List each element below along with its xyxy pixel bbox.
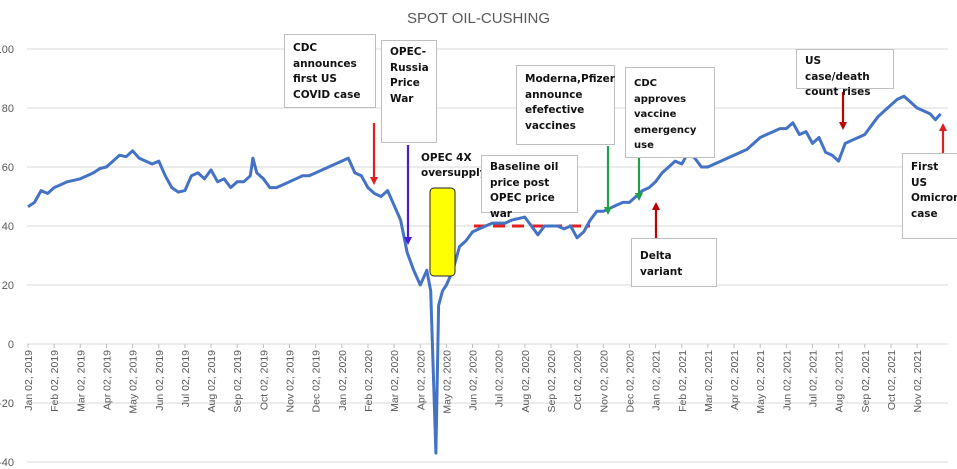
y-tick-label: -40 bbox=[0, 457, 14, 469]
annotation-arrows bbox=[370, 92, 947, 245]
x-tick-label: May 02, 2019 bbox=[128, 350, 140, 414]
x-tick-label: Apr 02, 2019 bbox=[101, 350, 113, 410]
annotation-cdc-vaccine: CDC approves vaccine emergency use bbox=[625, 67, 715, 158]
arrow-head-icon bbox=[404, 237, 412, 245]
x-tick-label: Jul 02, 2020 bbox=[494, 350, 506, 407]
x-tick-label: Nov 02, 2019 bbox=[285, 350, 297, 413]
x-tick-label: Jul 02, 2019 bbox=[180, 350, 192, 407]
x-tick-label: Sep 02, 2020 bbox=[546, 350, 558, 413]
x-tick-label: Jan 02, 2019 bbox=[23, 350, 35, 411]
x-tick-label: Apr 02, 2021 bbox=[729, 350, 741, 410]
x-tick-label: Oct 02, 2020 bbox=[572, 350, 584, 410]
annotation-delta: Delta variant bbox=[631, 238, 717, 287]
x-tick-label: Jan 02, 2020 bbox=[337, 350, 349, 411]
x-tick-label: Aug 02, 2020 bbox=[520, 350, 532, 413]
x-tick-label: Nov 02, 2020 bbox=[598, 350, 610, 413]
x-tick-label: Oct 02, 2019 bbox=[258, 350, 270, 410]
x-tick-label: Apr 02, 2020 bbox=[415, 350, 427, 410]
oversupply-highlight bbox=[429, 187, 456, 277]
x-tick-label: Jan 02, 2021 bbox=[651, 350, 663, 411]
x-tick-label: May 02, 2021 bbox=[755, 350, 767, 414]
arrow-head-icon bbox=[652, 202, 660, 210]
x-axis: Jan 02, 2019 Feb 02, 2019 Mar 02, 2019 Apr … bbox=[23, 344, 924, 414]
arrow-head-icon bbox=[839, 122, 847, 130]
arrow-head-icon bbox=[939, 123, 947, 131]
annotation-cdc-first-case: CDC announces first US COVID case bbox=[284, 34, 376, 108]
y-tick-label: 80 bbox=[2, 103, 14, 115]
arrow-head-icon bbox=[635, 193, 643, 201]
x-tick-label: Feb 02, 2021 bbox=[677, 350, 689, 412]
y-tick-label: 20 bbox=[2, 280, 14, 292]
x-tick-label: Sep 02, 2021 bbox=[860, 350, 872, 413]
x-tick-label: Oct 02, 2021 bbox=[886, 350, 898, 410]
x-tick-label: Dec 02, 2019 bbox=[311, 350, 323, 413]
x-tick-label: Jul 02, 2021 bbox=[808, 350, 820, 407]
x-tick-label: Mar 02, 2019 bbox=[75, 350, 87, 412]
x-tick-label: May 02, 2020 bbox=[441, 350, 453, 414]
y-axis: -40 -20 0 20 40 60 80 100 bbox=[0, 44, 14, 469]
series-line-spot-oil bbox=[27, 94, 942, 455]
x-tick-label: Jun 02, 2019 bbox=[154, 350, 166, 411]
y-tick-label: 0 bbox=[8, 339, 14, 351]
x-tick-label: Aug 02, 2019 bbox=[206, 350, 218, 413]
chart-title: SPOT OIL-CUSHING bbox=[406, 10, 551, 27]
x-tick-label: Dec 02, 2020 bbox=[624, 350, 636, 413]
annotation-omicron: First US Omicron case bbox=[902, 153, 957, 239]
annotation-moderna-pfizer: Moderna,Pfizer announce efefective vacci… bbox=[516, 65, 615, 145]
y-tick-label: -20 bbox=[0, 398, 14, 410]
x-tick-label: Feb 02, 2020 bbox=[363, 350, 375, 412]
x-tick-label: Mar 02, 2020 bbox=[389, 350, 401, 412]
y-tick-label: 100 bbox=[0, 44, 14, 56]
arrow-head-icon bbox=[604, 207, 612, 215]
x-tick-label: Mar 02, 2021 bbox=[703, 350, 715, 412]
x-tick-label: Feb 02, 2019 bbox=[49, 350, 61, 412]
arrow-head-icon bbox=[370, 177, 378, 185]
annotation-opec-oversupply: OPEC 4X oversupply bbox=[421, 152, 487, 179]
x-tick-label: Nov 02, 2021 bbox=[912, 350, 924, 413]
y-tick-label: 60 bbox=[2, 162, 14, 174]
x-tick-label: Sep 02, 2019 bbox=[232, 350, 244, 413]
x-tick-label: Aug 02, 2021 bbox=[834, 350, 846, 413]
y-tick-label: 40 bbox=[2, 221, 14, 233]
annotation-opec-russia: OPEC-Russia Price War bbox=[381, 40, 437, 143]
x-tick-label: Jun 02, 2021 bbox=[781, 350, 793, 411]
annotation-us-case-death: US case/death count rises bbox=[796, 49, 894, 98]
x-tick-label: Jun 02, 2020 bbox=[468, 350, 480, 411]
annotation-baseline: Baseline oil price post OPEC price war bbox=[481, 155, 578, 220]
